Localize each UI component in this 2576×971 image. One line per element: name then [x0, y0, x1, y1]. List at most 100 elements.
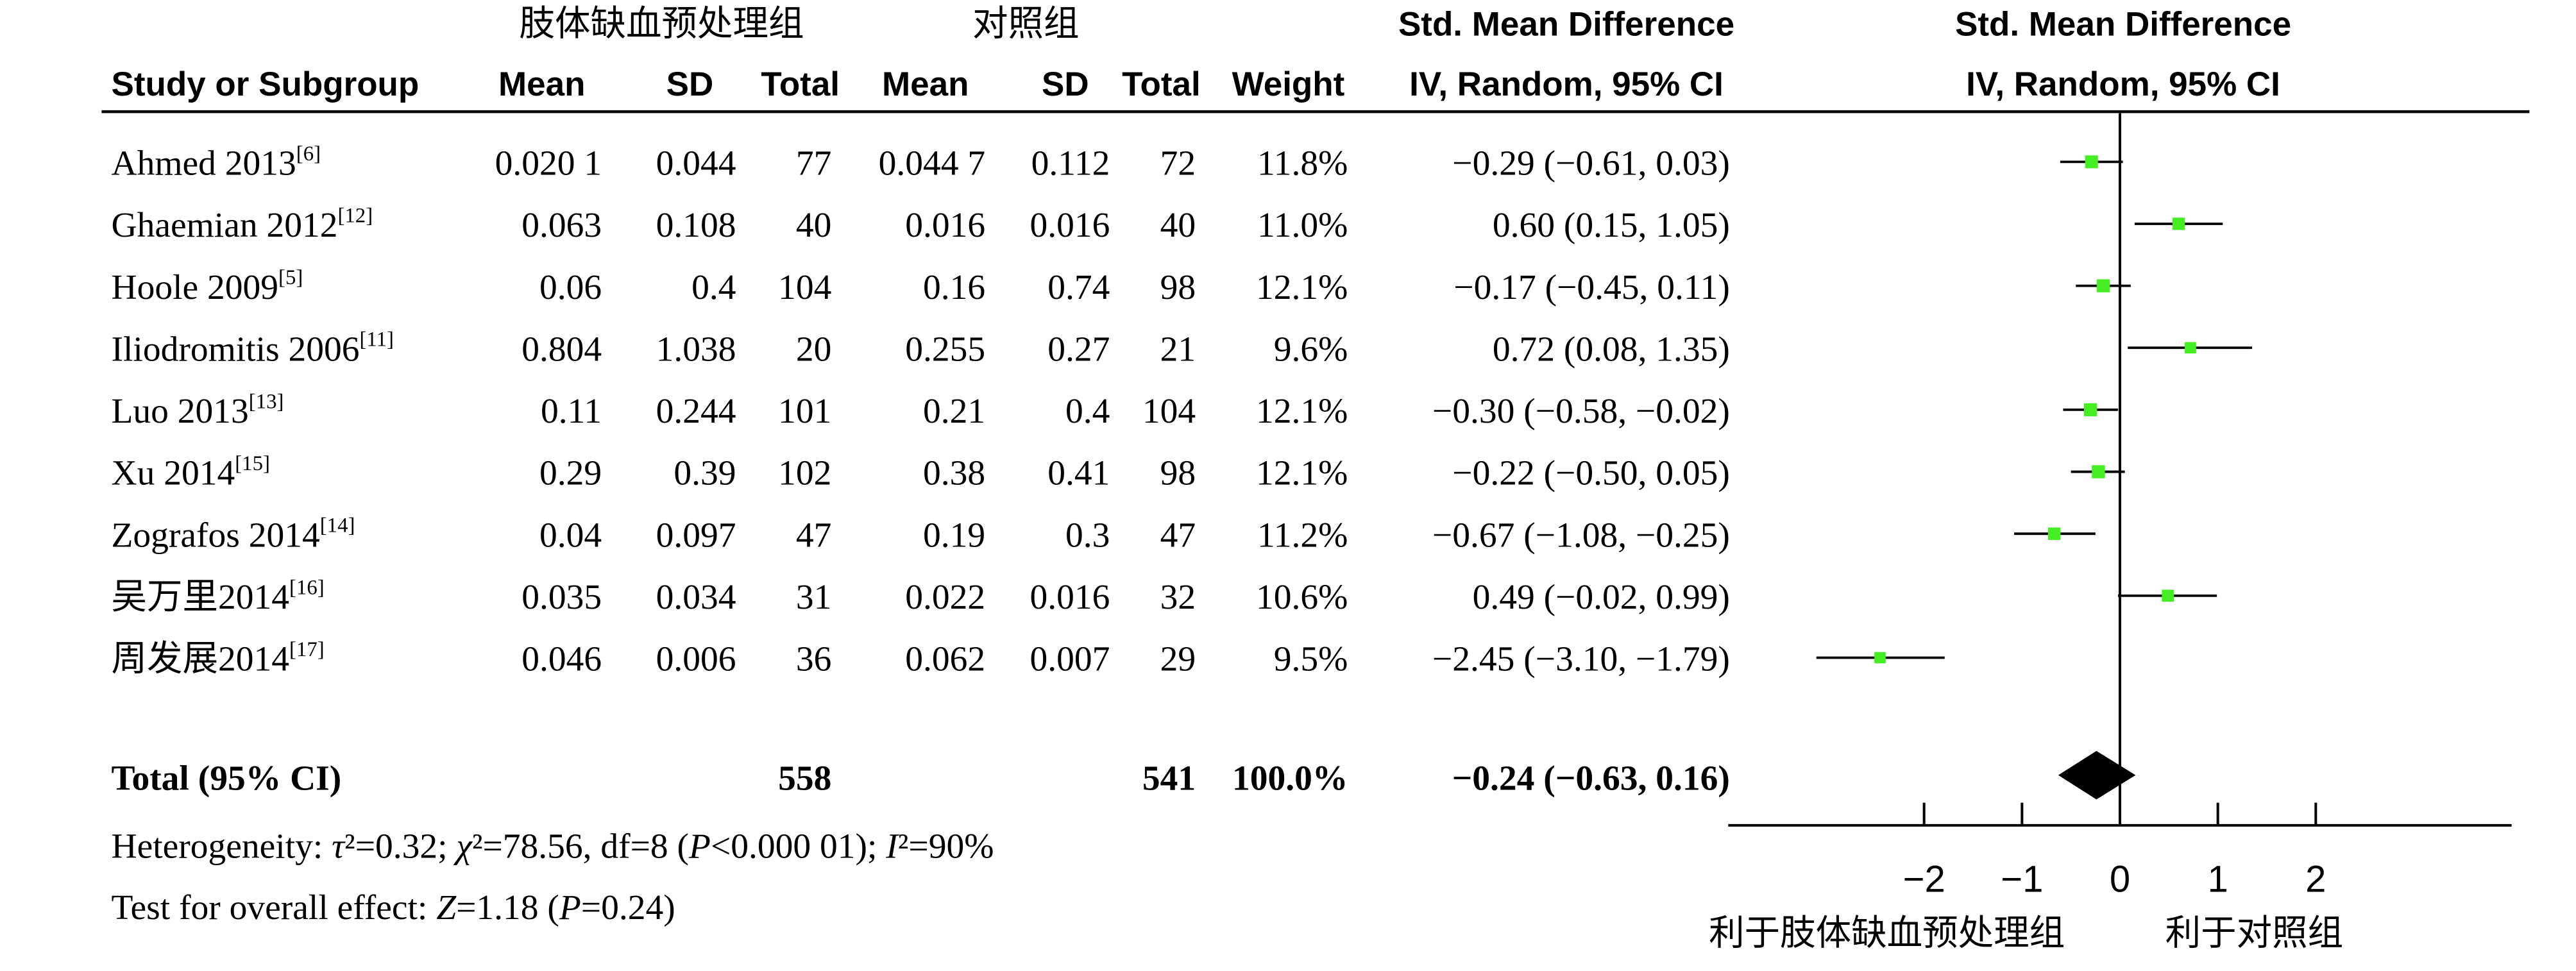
column-header-ctrl-total: Total: [1122, 65, 1201, 103]
total-row: Total (95% CI) 558 541 100.0% −0.24 (−0.…: [112, 759, 1730, 798]
experimental-sd: 0.4: [691, 268, 736, 307]
experimental-sd: 0.006: [656, 640, 736, 679]
study-marker: [2185, 342, 2196, 354]
column-header-exp-mean: Mean: [498, 65, 585, 103]
reference-superscript: [13]: [249, 390, 284, 413]
total-weight: 100.0%: [1232, 759, 1348, 798]
study-name: 吴万里2014[16]: [112, 576, 325, 617]
study-row: Hoole 2009[5] 0.06 0.4 104 0.16 0.74 98 12.1% −0…: [112, 266, 1730, 307]
study-ci: −0.17 (−0.45, 0.11): [1453, 268, 1730, 307]
study-weight: 10.6%: [1256, 578, 1348, 617]
control-mean: 0.16: [923, 268, 985, 307]
reference-superscript: [12]: [337, 204, 373, 227]
study-ci: −0.30 (−0.58, −0.02): [1432, 392, 1730, 431]
study-ci: −0.67 (−1.08, −0.25): [1432, 516, 1730, 555]
study-weight: 12.1%: [1256, 454, 1348, 493]
control-mean: 0.022: [905, 578, 985, 617]
experimental-sd: 0.108: [656, 206, 736, 245]
study-row: Ghaemian 2012[12] 0.063 0.108 40 0.016 0.016 4…: [112, 204, 1730, 245]
plot-method: IV, Random, 95% CI: [1966, 65, 2280, 103]
study-row: 吴万里2014[16] 0.035 0.034 31 0.022 0.016 32 10.6%…: [112, 576, 1730, 617]
experimental-total: 102: [778, 454, 831, 493]
control-total: 98: [1160, 268, 1196, 307]
column-header-ctrl-mean: Mean: [882, 65, 969, 103]
favours-control-label: 利于对照组: [2165, 913, 2344, 954]
control-sd: 0.007: [1030, 640, 1110, 679]
study-marker: [2083, 403, 2097, 417]
control-sd: 0.41: [1047, 454, 1110, 493]
study-weight: 9.6%: [1274, 330, 1348, 369]
study-weight: 12.1%: [1256, 268, 1348, 307]
control-total: 29: [1160, 640, 1196, 679]
effect-method: IV, Random, 95% CI: [1409, 65, 1724, 103]
reference-superscript: [14]: [320, 514, 355, 537]
total-ctrl-n: 541: [1142, 759, 1196, 798]
x-tick-label: 2: [2305, 858, 2326, 900]
study-name: Iliodromitis 2006[11]: [112, 328, 394, 369]
study-ci: 0.60 (0.15, 1.05): [1493, 206, 1730, 245]
effect-title: Std. Mean Difference: [1398, 6, 1734, 44]
plot-title: Std. Mean Difference: [1955, 6, 2291, 44]
experimental-mean: 0.06: [539, 268, 602, 307]
control-total: 98: [1160, 454, 1196, 493]
study-weight: 12.1%: [1256, 392, 1348, 431]
study-ci: −0.29 (−0.61, 0.03): [1452, 144, 1730, 183]
study-marker: [2085, 155, 2098, 169]
study-row: Xu 2014[15] 0.29 0.39 102 0.38 0.41 98 12.1% −0.…: [112, 452, 1730, 493]
forest-plot: −2 −1 0 1 2 利于肢体缺血预处理组 利于对照组: [1709, 113, 2512, 954]
control-sd: 0.016: [1030, 578, 1110, 617]
experimental-sd: 0.034: [656, 578, 736, 617]
column-header-study: Study or Subgroup: [112, 65, 419, 103]
study-table: Ahmed 2013[6] 0.020 1 0.044 77 0.044 7 0.112 7…: [112, 142, 1730, 679]
control-mean: 0.38: [923, 454, 985, 493]
experimental-mean: 0.04: [539, 516, 602, 555]
reference-superscript: [6]: [296, 142, 321, 165]
study-marker: [2096, 279, 2110, 292]
experimental-mean: 0.020 1: [495, 144, 602, 183]
study-name: Xu 2014[15]: [112, 452, 270, 493]
study-name: Luo 2013[13]: [112, 390, 284, 431]
study-row: Zografos 2014[14] 0.04 0.097 47 0.19 0.3 47 11.…: [112, 514, 1730, 555]
experimental-total: 36: [796, 640, 832, 679]
experimental-sd: 0.044: [656, 144, 736, 183]
experimental-total: 77: [796, 144, 832, 183]
study-ci: −2.45 (−3.10, −1.79): [1432, 640, 1730, 679]
experimental-mean: 0.063: [521, 206, 602, 245]
control-total: 104: [1142, 392, 1196, 431]
experimental-total: 20: [796, 330, 832, 369]
study-row: 周发展2014[17] 0.046 0.006 36 0.062 0.007 29 9.5% −…: [112, 638, 1730, 679]
total-exp-n: 558: [778, 759, 831, 798]
control-total: 47: [1160, 516, 1196, 555]
control-sd: 0.27: [1047, 330, 1110, 369]
column-header-weight: Weight: [1232, 65, 1345, 103]
control-mean: 0.255: [905, 330, 985, 369]
study-ci: −0.22 (−0.50, 0.05): [1452, 454, 1730, 493]
study-name: Ghaemian 2012[12]: [112, 204, 373, 245]
study-marker: [2172, 217, 2185, 230]
summary-diamond: [2058, 750, 2136, 800]
experimental-mean: 0.29: [539, 454, 602, 493]
study-row: Iliodromitis 2006[11] 0.804 1.038 20 0.255 0.…: [112, 328, 1730, 369]
control-total: 40: [1160, 206, 1196, 245]
control-total: 21: [1160, 330, 1196, 369]
experimental-total: 31: [796, 578, 832, 617]
experimental-sd: 1.038: [656, 330, 736, 369]
control-mean: 0.016: [905, 206, 985, 245]
experimental-sd: 0.39: [674, 454, 736, 493]
x-tick-label: 1: [2208, 858, 2228, 900]
x-tick-label: −1: [2001, 858, 2043, 900]
experimental-sd: 0.244: [656, 392, 736, 431]
study-weight: 9.5%: [1274, 640, 1348, 679]
study-ci: 0.49 (−0.02, 0.99): [1473, 578, 1730, 617]
overall-effect-text: Test for overall effect: Z=1.18 (P=0.24): [112, 888, 675, 927]
study-weight: 11.8%: [1257, 144, 1348, 183]
study-row: Ahmed 2013[6] 0.020 1 0.044 77 0.044 7 0.112 7…: [112, 142, 1730, 183]
experimental-total: 47: [796, 516, 832, 555]
reference-superscript: [15]: [235, 452, 270, 475]
experimental-total: 40: [796, 206, 832, 245]
column-header-exp-sd: SD: [666, 65, 714, 103]
x-axis-ticks: −2 −1 0 1 2: [1903, 802, 2326, 900]
study-name: Ahmed 2013[6]: [112, 142, 321, 183]
study-name: 周发展2014[17]: [112, 638, 325, 679]
control-sd: 0.4: [1065, 392, 1110, 431]
